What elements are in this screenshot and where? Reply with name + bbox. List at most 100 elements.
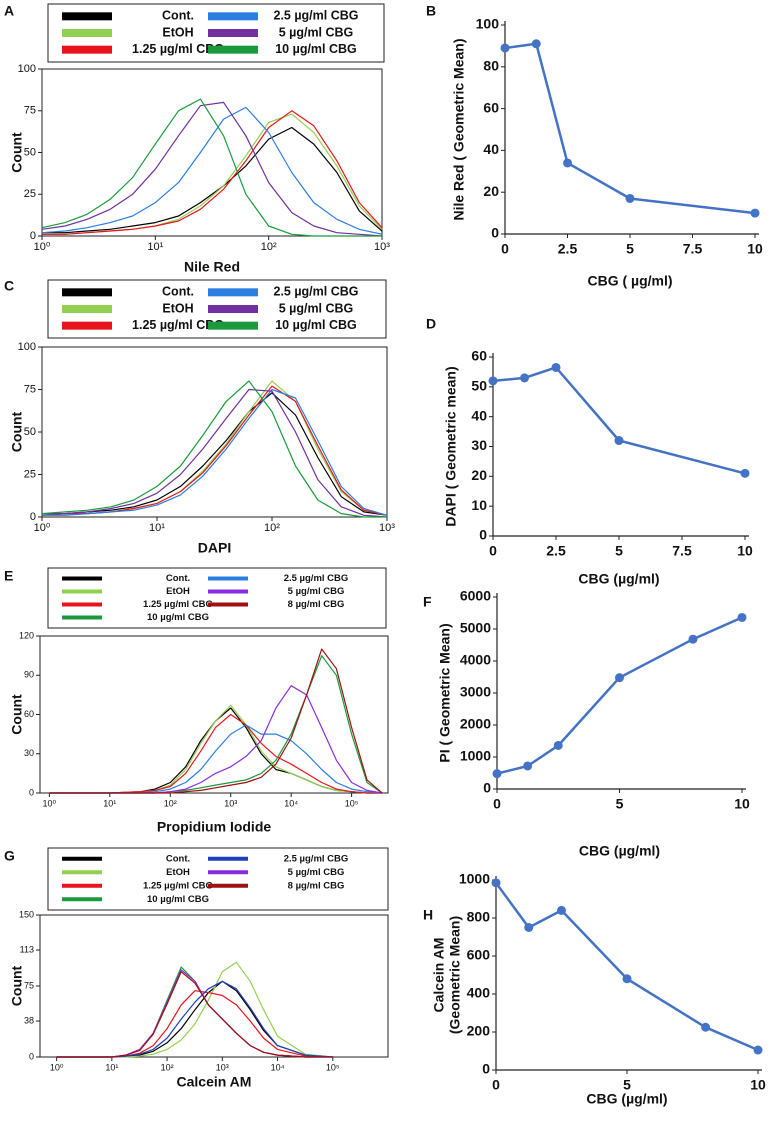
x-axis-label: Nile Red: [184, 259, 240, 275]
y-tick-label: 60: [471, 348, 487, 364]
x-tick-label: 5: [623, 1077, 631, 1093]
y-tick-label: 4000: [460, 652, 491, 668]
legend-label: 5 µg/ml CBG: [288, 586, 345, 597]
legend-label: 1.25 µg/ml CBG: [143, 599, 213, 610]
legend-swatch: [62, 883, 102, 888]
data-point: [551, 362, 561, 372]
x-tick-label: 0: [489, 543, 497, 559]
legend-label: 10 µg/ml CBG: [147, 894, 209, 905]
y-tick-label: 1000: [459, 871, 490, 887]
x-tick-label: 5: [615, 543, 623, 559]
y-axis-label: Calcein AM: [431, 938, 447, 1013]
legend-swatch: [208, 12, 258, 21]
x-tick-label: 10: [737, 543, 753, 559]
series-line: [49, 648, 383, 794]
series-line: [56, 971, 333, 1058]
series-line: [56, 980, 333, 1058]
x-tick-label: 10³: [379, 522, 395, 534]
legend-swatch: [62, 29, 112, 37]
y-axis-label: Nile Red ( Geometric Mean): [451, 38, 467, 220]
legend-label: 2.5 µg/ml CBG: [284, 853, 349, 864]
panel-label: C: [4, 278, 14, 294]
x-tick-label: 7.5: [683, 241, 703, 257]
x-axis-label: Propidium Iodide: [157, 819, 272, 835]
panel-label: G: [4, 848, 15, 864]
x-tick-label: 10⁴: [284, 798, 298, 808]
x-tick-label: 10²: [261, 241, 277, 253]
y-axis-label: Count: [9, 694, 25, 735]
data-point: [753, 1045, 763, 1055]
legend-label: EtOH: [166, 586, 190, 597]
panel-label: H: [423, 907, 433, 923]
y-tick-label: 100: [476, 16, 500, 32]
legend-swatch: [208, 576, 248, 581]
series-line: [496, 616, 743, 775]
x-tick-label: 5: [626, 241, 634, 257]
y-tick-label: 6000: [460, 588, 491, 604]
y-tick-label: 25: [24, 188, 36, 200]
data-point: [557, 905, 566, 915]
y-tick-label: 113: [20, 944, 34, 954]
series-line: [49, 685, 383, 794]
series-line: [492, 366, 746, 475]
plot-frame: [41, 346, 388, 518]
y-axis-label: DAPI ( Geometric mean): [443, 366, 459, 526]
data-point: [614, 436, 624, 446]
legend-label: 10 µg/ml CBG: [147, 612, 209, 623]
x-tick-label: 10⁵: [326, 1062, 340, 1072]
x-tick-label: 10⁰: [34, 241, 51, 253]
y-tick-label: 10: [471, 497, 487, 513]
series-line: [41, 380, 388, 516]
series-line: [41, 98, 382, 237]
x-axis-label: DAPI: [198, 540, 231, 556]
panel-label: D: [426, 316, 436, 332]
x-axis-label: CBG (µg/ml): [579, 843, 660, 859]
legend-swatch: [62, 321, 112, 330]
legend-swatch: [62, 12, 112, 21]
y-tick-label: 50: [471, 378, 487, 394]
data-point: [492, 769, 502, 779]
panel-label: B: [426, 3, 436, 19]
x-tick-label: 10⁰: [34, 522, 51, 534]
y-tick-label: 30: [471, 437, 487, 453]
x-tick-label: 0: [493, 796, 501, 812]
x-tick-label: 10⁰: [43, 798, 57, 808]
data-point: [523, 761, 533, 771]
x-tick-label: 10⁰: [50, 1062, 64, 1072]
series-line: [41, 385, 388, 516]
y-tick-label: 50: [24, 426, 36, 438]
legend-label: 2.5 µg/ml CBG: [274, 285, 359, 299]
data-point: [701, 1022, 711, 1032]
y-axis-label: Count: [9, 132, 25, 173]
legend-label: 1.25 µg/ml CBG: [132, 42, 224, 56]
series-line: [49, 713, 383, 794]
x-tick-label: 10: [750, 1077, 766, 1093]
y-tick-label: 90: [24, 670, 34, 680]
legend-swatch: [62, 589, 102, 594]
y-tick-label: 100: [18, 341, 36, 353]
legend-label: 8 µg/ml CBG: [288, 599, 345, 610]
legend-label: Cont.: [162, 9, 194, 23]
x-tick-label: 10: [734, 796, 750, 812]
legend-swatch: [62, 615, 102, 620]
x-tick-label: 7.5: [672, 543, 692, 559]
legend-label: Cont.: [166, 573, 190, 584]
y-axis-label: Count: [9, 411, 25, 452]
y-tick-label: 80: [483, 58, 499, 74]
x-tick-label: 10²: [164, 798, 177, 808]
legend-label: 1.25 µg/ml CBG: [132, 318, 224, 332]
y-axis-label: Count: [9, 965, 25, 1006]
y-tick-label: 600: [467, 947, 491, 963]
legend-label: Cont.: [166, 853, 190, 864]
series-line: [42, 126, 383, 234]
series-line: [42, 388, 388, 518]
data-point: [737, 612, 747, 622]
panel-label: F: [423, 594, 432, 610]
series-line: [42, 388, 388, 516]
legend-swatch: [208, 856, 248, 861]
y-tick-label: 75: [24, 105, 36, 117]
panel-label: E: [4, 568, 13, 584]
x-tick-label: 0: [501, 241, 509, 257]
legend-swatch: [208, 45, 258, 54]
legend-label: 10 µg/ml CBG: [275, 42, 357, 56]
